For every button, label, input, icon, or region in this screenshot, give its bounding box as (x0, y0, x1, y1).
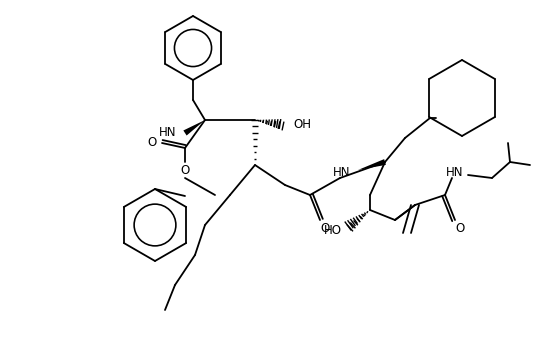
Text: HO: HO (324, 224, 342, 237)
Text: HN: HN (333, 165, 351, 178)
Text: O: O (321, 221, 330, 234)
Text: O: O (147, 137, 157, 150)
Polygon shape (358, 159, 386, 170)
Polygon shape (183, 120, 205, 136)
Text: HN: HN (446, 165, 464, 178)
Text: O: O (180, 163, 189, 176)
Text: HN: HN (159, 126, 177, 139)
Text: O: O (455, 221, 465, 234)
Text: OH: OH (293, 118, 311, 131)
